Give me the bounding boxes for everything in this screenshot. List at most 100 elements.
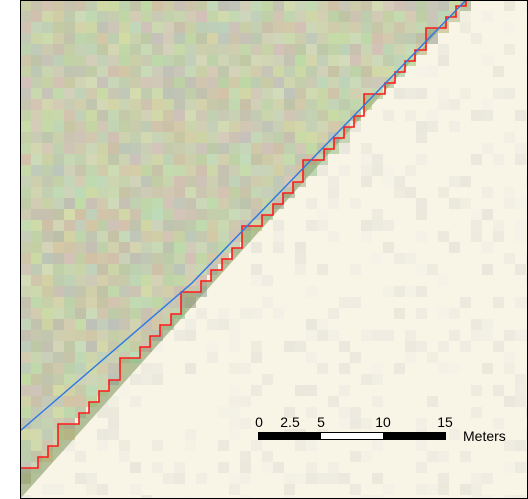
pixel [53,363,64,374]
pixel [20,341,31,352]
pixel [119,33,130,44]
pixel [339,165,350,176]
pixel [119,440,130,451]
pixel [328,66,339,77]
pixel [75,55,86,66]
pixel [482,11,493,22]
pixel [64,407,75,418]
pixel [174,462,185,473]
pixel [119,176,130,187]
pixel [31,55,42,66]
pixel [218,220,229,231]
pixel [20,275,31,286]
pixel [361,99,372,110]
pixel [240,462,251,473]
pixel [361,220,372,231]
pixel [273,11,284,22]
pixel [31,33,42,44]
pixel [97,297,108,308]
pixel [141,143,152,154]
pixel [328,0,339,11]
pixel [119,385,130,396]
pixel [240,132,251,143]
pixel [53,187,64,198]
pixel [438,473,449,484]
pixel [64,176,75,187]
pixel [207,55,218,66]
pixel [372,55,383,66]
pixel [108,275,119,286]
pixel [108,176,119,187]
pixel [97,0,108,11]
pixel [86,352,97,363]
pixel [372,440,383,451]
pixel [108,418,119,429]
pixel [284,88,295,99]
pixel [42,110,53,121]
pixel [141,209,152,220]
pixel [405,330,416,341]
pixel [42,209,53,220]
pixel [108,429,119,440]
pixel [273,22,284,33]
pixel [251,440,262,451]
pixel [141,33,152,44]
pixel [438,275,449,286]
pixel [328,187,339,198]
pixel [42,77,53,88]
pixel [328,33,339,44]
pixel [416,286,427,297]
page: {"scale_bar": {"ticks": [0, 2.5, 5, 10, … [0,0,528,499]
pixel [108,363,119,374]
pixel [141,275,152,286]
pixel [350,418,361,429]
pixel [53,231,64,242]
pixel [273,33,284,44]
pixel [108,297,119,308]
pixel [108,44,119,55]
pixel [372,44,383,55]
pixel [119,165,130,176]
pixel [273,44,284,55]
pixel [493,297,504,308]
pixel [53,407,64,418]
pixel [284,11,295,22]
pixel [20,264,31,275]
pixel [306,198,317,209]
pixel [97,220,108,231]
pixel [53,121,64,132]
pixel [372,66,383,77]
pixel [174,154,185,165]
pixel [152,363,163,374]
pixel [31,143,42,154]
pixel [31,341,42,352]
pixel [361,374,372,385]
pixel [284,154,295,165]
pixel [31,253,42,264]
pixel [482,99,493,110]
pixel [218,198,229,209]
pixel [295,33,306,44]
pixel [53,66,64,77]
pixel [141,66,152,77]
pixel [471,473,482,484]
pixel [75,143,86,154]
pixel [350,22,361,33]
pixel [42,231,53,242]
pixel [350,0,361,11]
pixel [163,286,174,297]
pixel [64,132,75,143]
pixel [53,374,64,385]
pixel [251,22,262,33]
pixel [273,77,284,88]
pixel [460,484,471,495]
pixel [75,22,86,33]
pixel [251,198,262,209]
pixel [163,88,174,99]
pixel [20,110,31,121]
pixel [31,319,42,330]
pixel [141,121,152,132]
pixel [64,220,75,231]
pixel [306,440,317,451]
pixel [218,11,229,22]
